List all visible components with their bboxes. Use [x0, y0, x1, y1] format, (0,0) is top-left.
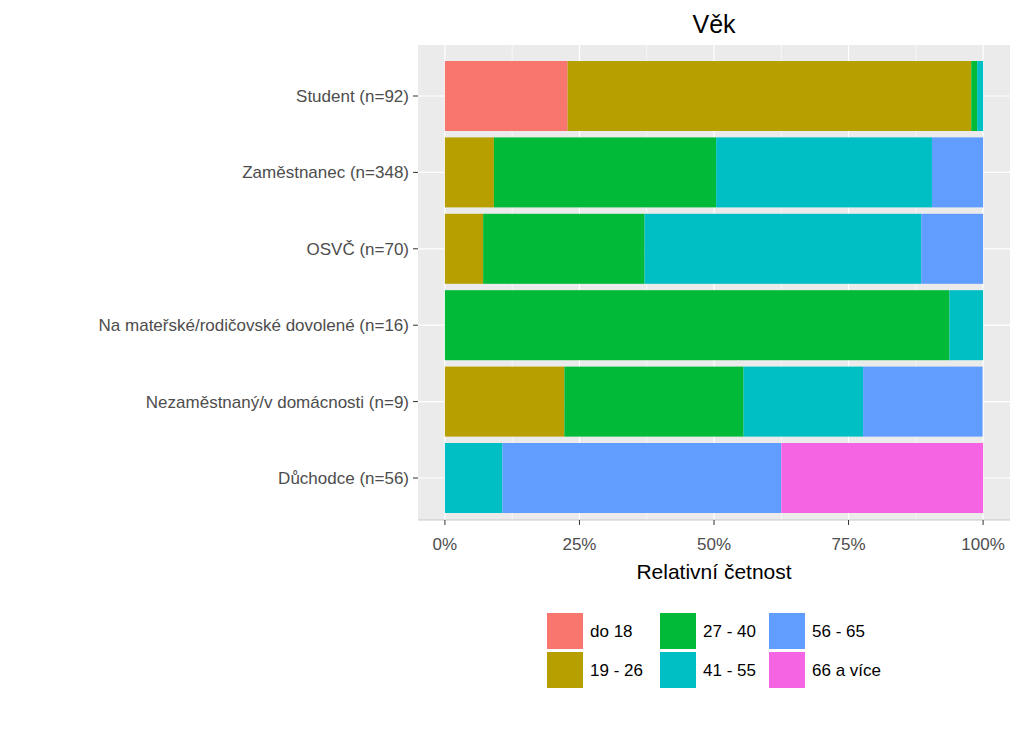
bar-segment [645, 214, 922, 284]
legend-label: 19 - 26 [590, 661, 643, 680]
x-tick [848, 520, 849, 525]
bar-segment [564, 367, 743, 437]
bar-segment [445, 443, 503, 513]
y-tick-label: Na mateřské/rodičovské dovolené (n=16) [99, 316, 409, 335]
x-tick-label: 75% [832, 535, 866, 554]
bar-segment [744, 367, 863, 437]
bar-segment [568, 61, 972, 131]
bar-segment [977, 61, 983, 131]
legend-label: 41 - 55 [703, 661, 756, 680]
bar-segment [982, 367, 983, 437]
legend-label: 27 - 40 [703, 622, 756, 641]
legend-key [660, 652, 696, 688]
y-tick [413, 96, 418, 97]
legend-label: do 18 [590, 622, 633, 641]
bar-segment [483, 214, 644, 284]
chart: Student (n=92) Zaměstnanec (n=348) OSVČ (n… [0, 0, 1023, 731]
y-tick-label: Důchodce (n=56) [278, 469, 409, 488]
legend-label: 66 a více [812, 661, 881, 680]
plot-panel [418, 45, 1010, 520]
bar-segment [445, 214, 483, 284]
x-tick [579, 520, 580, 525]
bar-segment [781, 443, 983, 513]
legend-key [547, 613, 583, 649]
bar-segment [863, 367, 982, 437]
bar-segment [932, 137, 983, 207]
x-tick [444, 520, 445, 525]
bar-segment [921, 214, 983, 284]
y-tick-label: Student (n=92) [296, 87, 409, 106]
legend-key [660, 613, 696, 649]
bar-segment [502, 443, 781, 513]
x-tick-label: 100% [961, 535, 1004, 554]
title: Věk [692, 10, 736, 38]
bar-segment [983, 61, 984, 131]
legend-key [547, 652, 583, 688]
x-tick [983, 520, 984, 525]
bar-segment [716, 137, 932, 207]
bar-segment [983, 61, 984, 131]
bar-segment [971, 61, 977, 131]
bar-segment [494, 137, 716, 207]
bar-segment [445, 61, 568, 131]
x-tick [714, 520, 715, 525]
y-tick [413, 325, 418, 326]
bar-segment [983, 290, 984, 360]
bar-segment [983, 137, 984, 207]
bar-segment [983, 290, 984, 360]
y-tick [413, 172, 418, 173]
y-tick-label: Zaměstnanec (n=348) [242, 163, 409, 182]
bar-segment [445, 367, 564, 437]
y-tick-label: Nezaměstnaný/v domácnosti (n=9) [146, 393, 409, 412]
legend-key [769, 613, 805, 649]
y-tick [413, 401, 418, 402]
bar-segment [983, 214, 984, 284]
x-axis-label: Relativní četnost [636, 560, 791, 583]
bar-segment [445, 290, 950, 360]
legend-key [769, 652, 805, 688]
legend-label: 56 - 65 [812, 622, 865, 641]
y-tick [413, 248, 418, 249]
x-tick-label: 50% [697, 535, 731, 554]
bars [445, 61, 983, 513]
bar-segment [949, 290, 983, 360]
x-tick-label: 0% [433, 535, 458, 554]
x-tick-label: 25% [562, 535, 596, 554]
y-tick-label: OSVČ (n=70) [306, 240, 409, 259]
y-tick [413, 478, 418, 479]
bar-segment [445, 137, 494, 207]
